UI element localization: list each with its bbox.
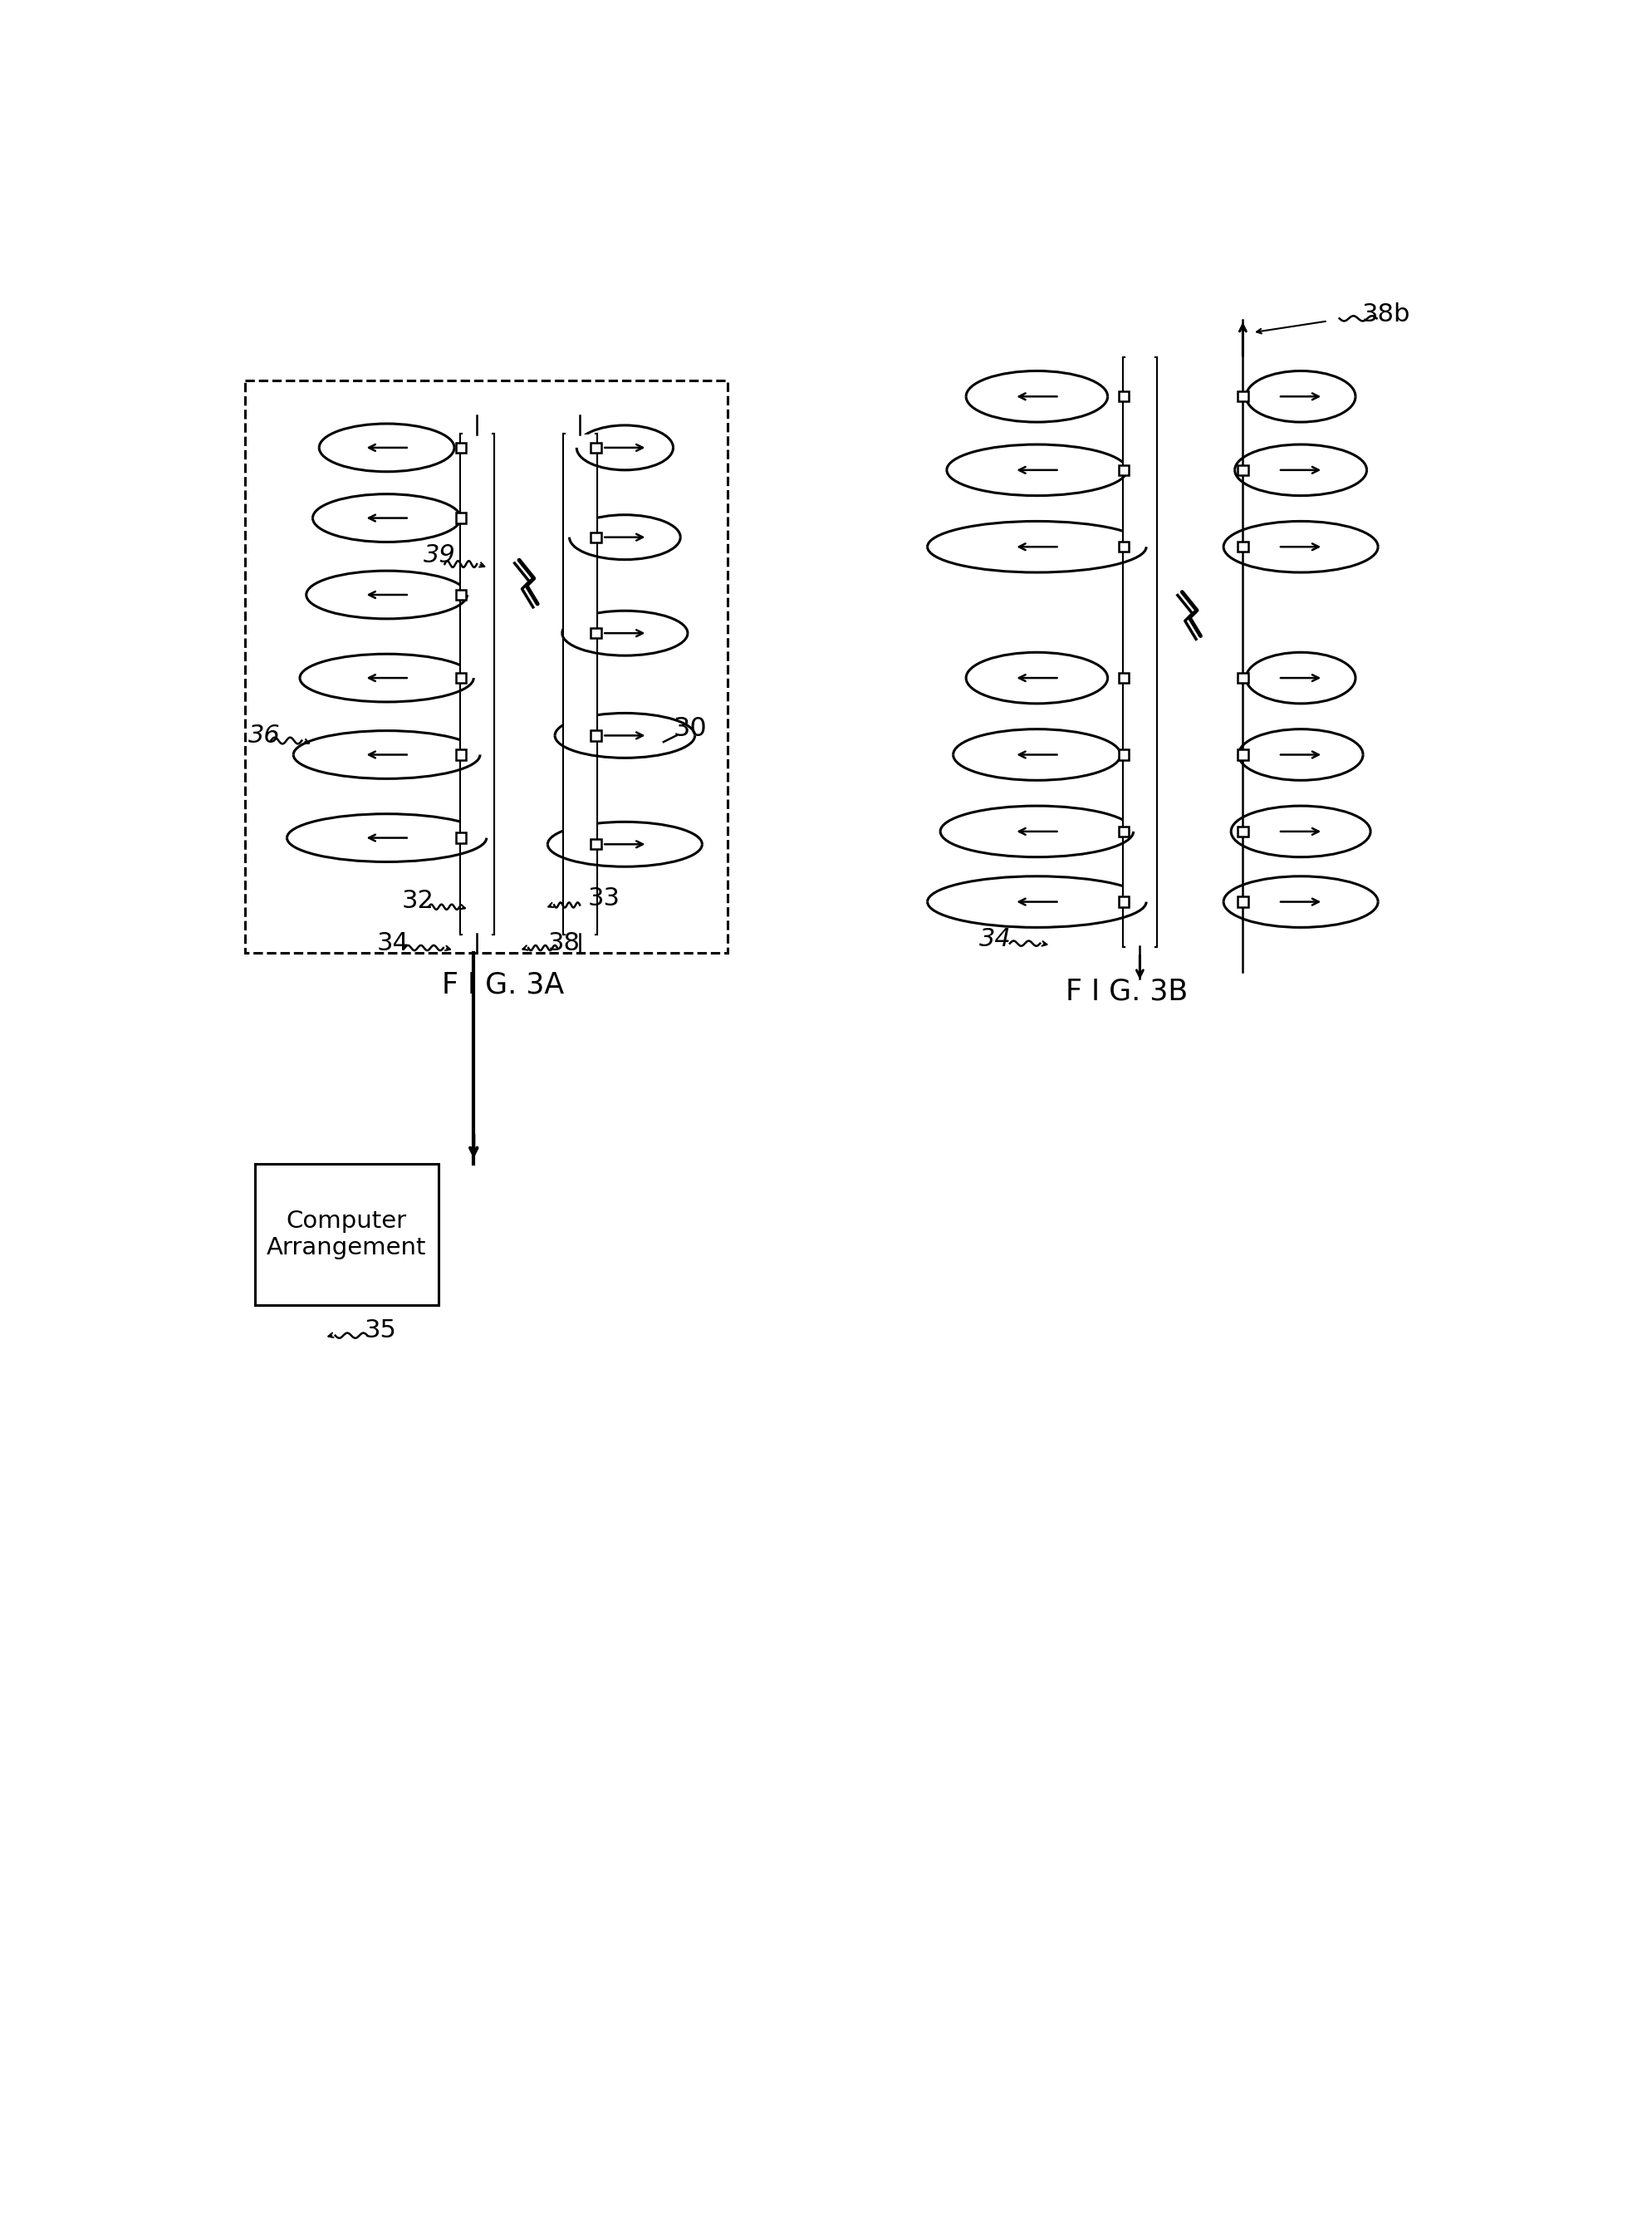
Text: 39: 39: [423, 544, 456, 566]
Bar: [1237, 674, 1247, 683]
Bar: [1123, 358, 1156, 947]
Text: F I G. 3A: F I G. 3A: [441, 971, 563, 998]
Bar: [456, 443, 466, 452]
Bar: [591, 839, 601, 850]
Bar: [456, 833, 466, 844]
Text: 34: 34: [377, 931, 410, 956]
Bar: [591, 533, 601, 542]
Bar: [456, 513, 466, 524]
Bar: [1118, 897, 1128, 906]
Bar: [1118, 750, 1128, 761]
Text: F I G. 3B: F I G. 3B: [1066, 978, 1188, 1005]
Text: 38: 38: [547, 931, 580, 956]
Bar: [461, 434, 492, 933]
Text: 32: 32: [401, 888, 434, 913]
Bar: [563, 434, 596, 933]
Bar: [1237, 392, 1247, 401]
Bar: [1118, 392, 1128, 401]
Text: 35: 35: [363, 1318, 396, 1343]
Bar: [591, 443, 601, 452]
Text: Computer
Arrangement: Computer Arrangement: [266, 1209, 426, 1260]
Bar: [591, 629, 601, 638]
Text: 30: 30: [674, 716, 707, 743]
Bar: [456, 750, 466, 761]
Bar: [1118, 826, 1128, 837]
Bar: [1237, 466, 1247, 474]
Text: 38b: 38b: [1361, 302, 1411, 327]
Text: 36: 36: [248, 723, 281, 747]
Bar: [1237, 826, 1247, 837]
Bar: [1118, 542, 1128, 553]
Text: 34: 34: [980, 927, 1011, 951]
Bar: [591, 730, 601, 741]
Bar: [1237, 897, 1247, 906]
Bar: [1118, 466, 1128, 474]
Bar: [456, 674, 466, 683]
Bar: [254, 1164, 438, 1305]
Bar: [1237, 542, 1247, 553]
Bar: [1237, 750, 1247, 761]
Bar: [1118, 674, 1128, 683]
Text: 33: 33: [588, 886, 621, 911]
Bar: [456, 589, 466, 600]
